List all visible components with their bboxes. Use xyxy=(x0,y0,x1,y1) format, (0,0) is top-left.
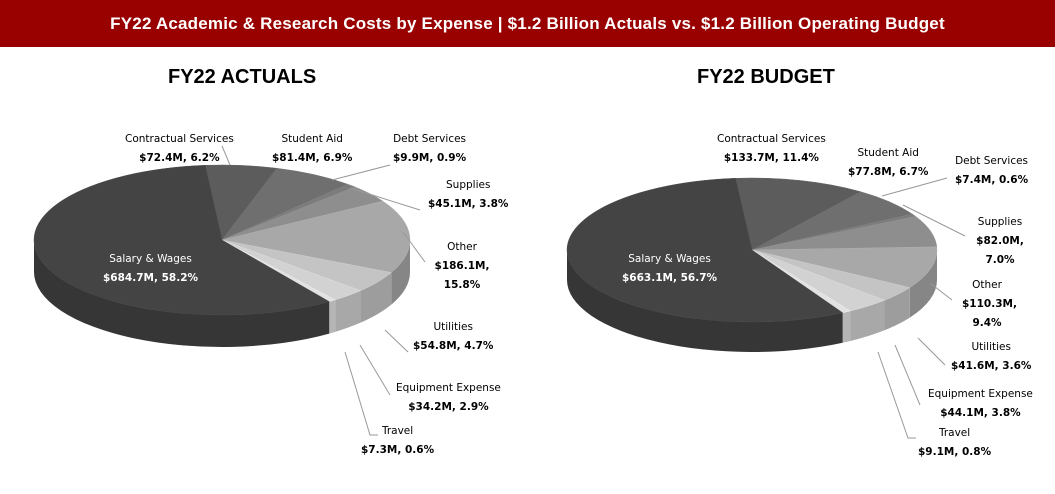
label-contractual-services: Contractual Services $133.7M, 11.4% xyxy=(717,133,826,164)
label-equipment-expense: Equipment Expense $34.2M, 2.9% xyxy=(396,382,501,413)
pie-slice-other xyxy=(751,246,938,288)
pie-slice-salary-wages xyxy=(33,165,330,316)
label-salary-wages: Salary & Wages $663.1M, 56.7% xyxy=(622,253,718,284)
budget-chart-title: FY22 BUDGET xyxy=(697,66,835,88)
pie-side-travel xyxy=(329,299,336,334)
pie-side-salary-wages xyxy=(34,240,330,347)
label-debt-services: Debt Services $7.4M, 0.6% xyxy=(955,155,1029,186)
actuals-pie xyxy=(33,164,411,347)
pie-side-salary-wages xyxy=(567,250,843,352)
pie-side-travel xyxy=(842,310,851,343)
label-supplies: Supplies $45.1M, 3.8% xyxy=(428,179,509,210)
pie-slice-contractual-services xyxy=(735,177,862,251)
label-utilities: Utilities $41.6M, 3.6% xyxy=(951,341,1032,372)
label-salary-wages: Salary & Wages $684.7M, 58.2% xyxy=(103,253,199,284)
pie-side-equipment-expense xyxy=(850,300,885,341)
label-travel: Travel $7.3M, 0.6% xyxy=(361,425,435,456)
leader-lines xyxy=(221,145,966,439)
label-other: Other $110.3M, 9.4% xyxy=(962,279,1017,329)
budget-pie xyxy=(566,177,938,352)
pie-side-equipment-expense xyxy=(335,290,361,332)
label-supplies: Supplies $82.0M, 7.0% xyxy=(976,216,1024,266)
label-utilities: Utilities $54.8M, 4.7% xyxy=(413,321,494,352)
pie-side-utilities xyxy=(360,272,392,323)
label-debt-services: Debt Services $9.9M, 0.9% xyxy=(393,133,467,164)
pie-side-other xyxy=(391,240,410,305)
pie-side-other xyxy=(909,250,938,318)
actuals-chart-title: FY22 ACTUALS xyxy=(168,66,317,88)
pie-slice-salary-wages xyxy=(566,178,844,323)
label-student-aid: Student Aid $81.4M, 6.9% xyxy=(272,133,353,164)
label-travel: Travel $9.1M, 0.8% xyxy=(918,427,992,458)
label-student-aid: Student Aid $77.8M, 6.7% xyxy=(848,147,929,178)
label-other: Other $186.1M, 15.8% xyxy=(434,241,490,291)
label-contractual-services: Contractual Services $72.4M, 6.2% xyxy=(125,133,234,164)
label-equipment-expense: Equipment Expense $44.1M, 3.8% xyxy=(928,388,1033,419)
page-title: FY22 Academic & Research Costs by Expens… xyxy=(0,0,1055,47)
pie-slice-other xyxy=(221,200,411,273)
pie-side-utilities xyxy=(884,287,910,331)
